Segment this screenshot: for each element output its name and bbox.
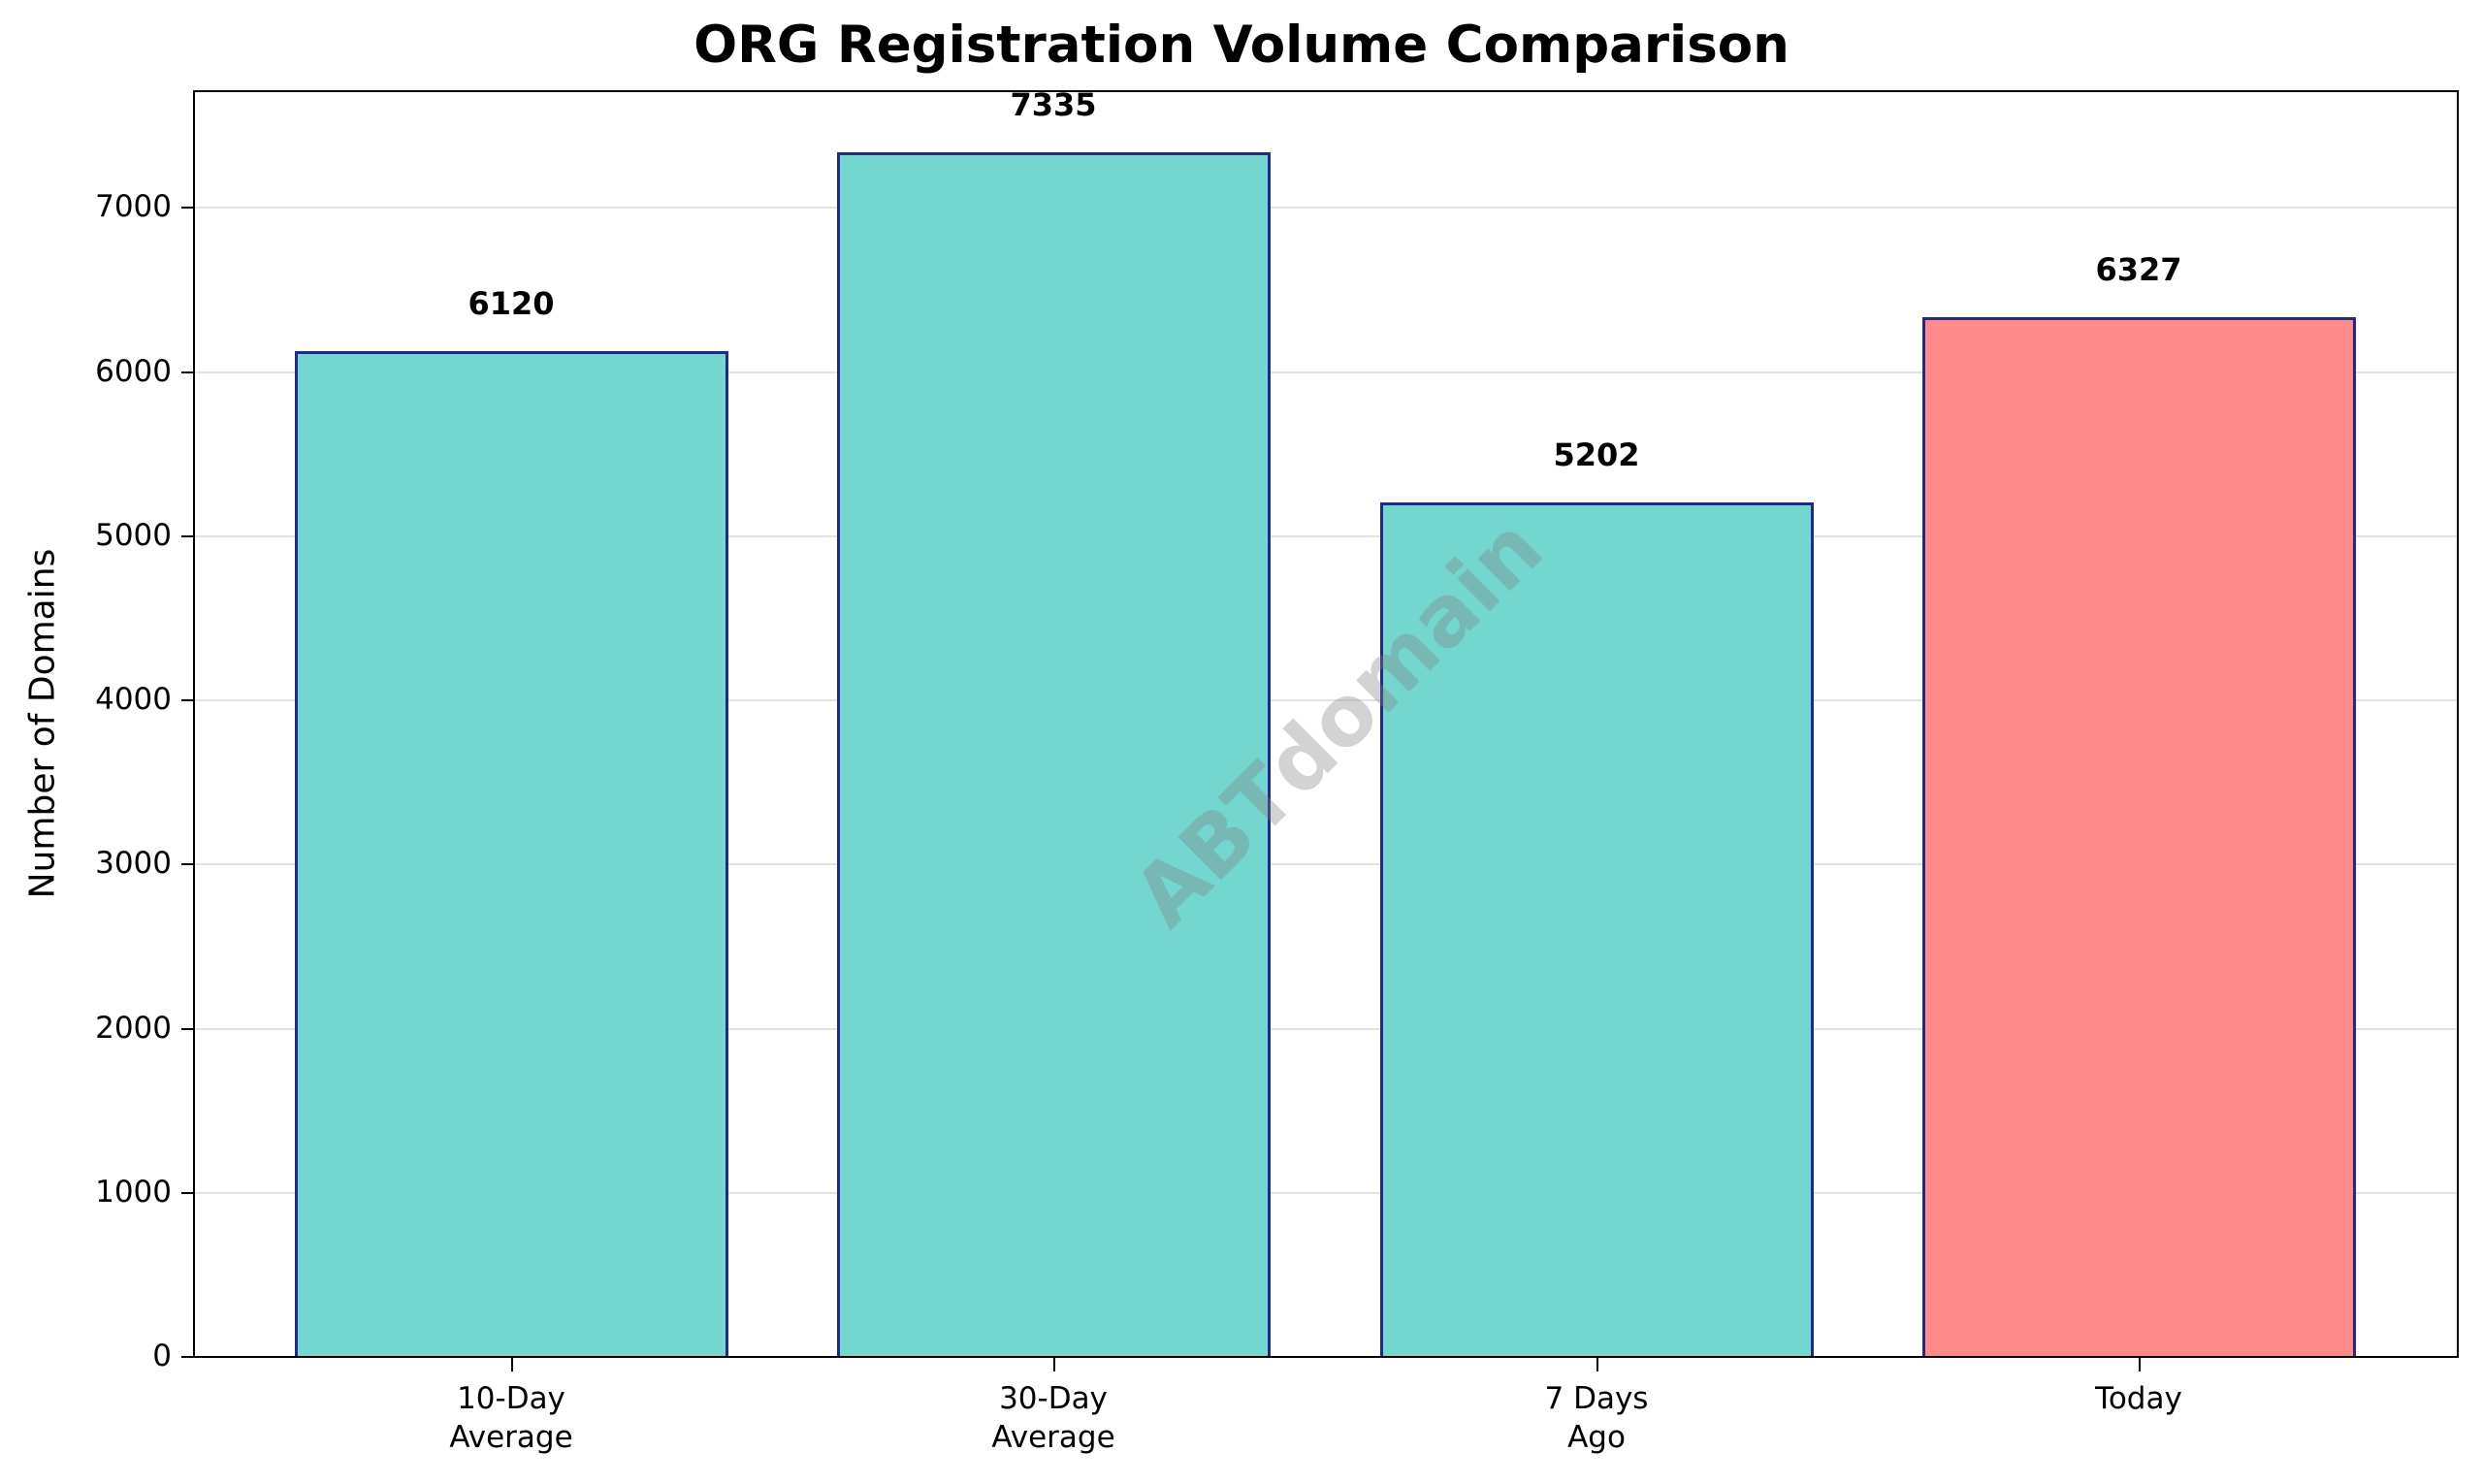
bar-value-label: 6120	[468, 285, 555, 323]
x-tick-mark	[1596, 1358, 1598, 1371]
y-tick-label: 1000	[95, 1174, 172, 1210]
y-tick-mark	[181, 1191, 193, 1194]
bar-value-label: 6327	[2095, 251, 2182, 289]
x-tick-mark	[2139, 1358, 2141, 1371]
bar-value-label: 5202	[1553, 436, 1640, 473]
bar	[1921, 317, 2356, 1356]
grid-line	[195, 863, 2457, 866]
y-tick-label: 5000	[95, 517, 172, 553]
y-tick-mark	[181, 1027, 193, 1030]
x-tick-mark	[511, 1358, 513, 1371]
grid-line	[195, 1027, 2457, 1030]
y-tick-label: 2000	[95, 1010, 172, 1046]
y-tick-mark	[181, 1356, 193, 1358]
y-tick-mark	[181, 699, 193, 702]
plot-area: 6120 7335 5202 6327	[193, 86, 2459, 1358]
y-axis-label: Number of Domains	[22, 548, 63, 899]
y-tick-label: 7000	[95, 189, 172, 225]
x-tick-label: 7 Days Ago	[1544, 1381, 1649, 1455]
grid-line	[195, 207, 2457, 210]
x-tick-label: 10-Day Average	[449, 1381, 573, 1455]
grid-line	[195, 699, 2457, 702]
grid-line	[195, 534, 2457, 537]
y-tick-label: 3000	[95, 846, 172, 882]
y-tick-label: 0	[152, 1339, 172, 1373]
grid-line	[195, 1191, 2457, 1194]
bar	[1379, 501, 1814, 1356]
bar-value-label: 7335	[1010, 85, 1097, 123]
y-tick-mark	[181, 207, 193, 210]
y-tick-label: 4000	[95, 682, 172, 718]
y-tick-mark	[181, 863, 193, 866]
bar	[836, 151, 1271, 1356]
x-tick-label: Today	[2095, 1381, 2182, 1416]
x-tick-label: 30-Day Average	[991, 1381, 1115, 1455]
grid-line	[195, 371, 2457, 373]
x-tick-mark	[1053, 1358, 1055, 1371]
chart-title: ORG Registration Volume Comparison	[693, 16, 1790, 75]
y-tick-mark	[181, 534, 193, 537]
bar	[294, 351, 728, 1356]
y-tick-mark	[181, 371, 193, 373]
y-tick-label: 6000	[95, 353, 172, 389]
